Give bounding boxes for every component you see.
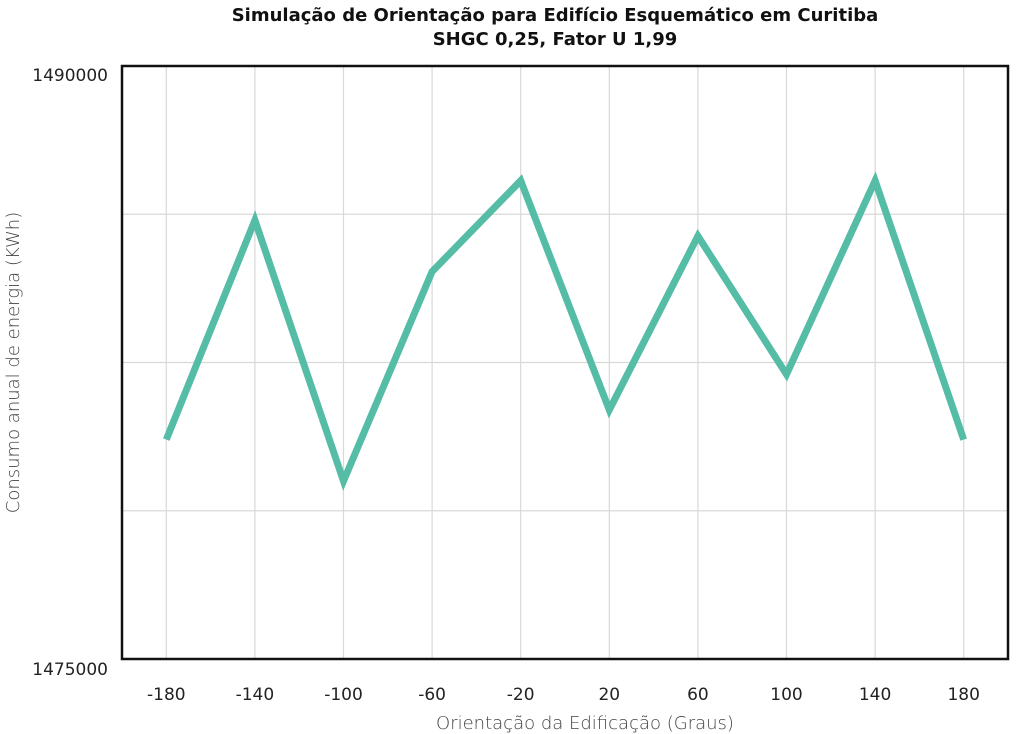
y-tick-label: 1490000 bbox=[32, 66, 108, 86]
y-axis-title: Consumo anual de energia (KWh) bbox=[3, 212, 24, 513]
chart-title: Simulação de Orientação para Edifício Es… bbox=[231, 5, 879, 26]
y-tick-label: 1475000 bbox=[32, 660, 108, 680]
x-tick-label: -20 bbox=[507, 685, 535, 705]
series-line bbox=[163, 171, 968, 491]
x-tick-label: 60 bbox=[687, 685, 709, 705]
x-tick-label: -140 bbox=[236, 685, 275, 705]
x-tick-label: 140 bbox=[859, 685, 891, 705]
chart-title-block: Simulação de Orientação para Edifício Es… bbox=[0, 4, 1024, 52]
x-tick-label: 20 bbox=[598, 685, 620, 705]
x-tick-label: -180 bbox=[147, 685, 186, 705]
x-tick-label: 180 bbox=[947, 685, 979, 705]
x-tick-label: 100 bbox=[770, 685, 802, 705]
plot-frame bbox=[120, 64, 1010, 661]
chart-subtitle: SHGC 0,25, Fator U 1,99 bbox=[432, 29, 678, 50]
x-axis-title: Orientação da Edificação (Graus) bbox=[436, 713, 734, 734]
x-tick-label: -60 bbox=[418, 685, 446, 705]
x-tick-label: -100 bbox=[324, 685, 363, 705]
